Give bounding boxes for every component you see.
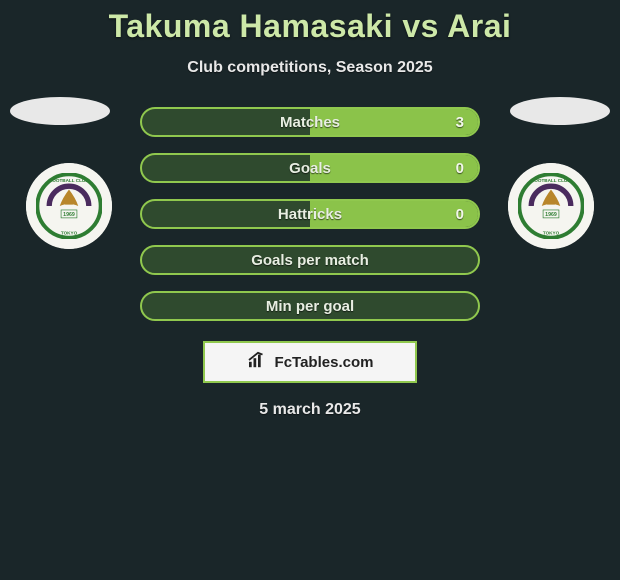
page-title: Takuma Hamasaki vs Arai (0, 0, 620, 45)
svg-text:FOOTBALL CLUB: FOOTBALL CLUB (531, 178, 571, 183)
stat-bar-goals: Goals 0 (140, 153, 480, 183)
stat-bar-min-per-goal: Min per goal (140, 291, 480, 321)
brand-footer[interactable]: FcTables.com (203, 341, 417, 383)
stats-bars: Matches 3 Goals 0 Hattricks 0 Goals per … (140, 107, 480, 321)
stat-label: Hattricks (278, 206, 342, 223)
svg-text:TOKYO: TOKYO (543, 230, 560, 235)
club-crest-icon: FOOTBALL CLUB TOKYO 1969 (518, 173, 584, 239)
stat-value-right: 3 (456, 114, 464, 131)
player-avatar-left (10, 97, 110, 125)
page-date: 5 march 2025 (0, 401, 620, 419)
stat-label: Min per goal (266, 298, 354, 315)
club-badge-left: FOOTBALL CLUB TOKYO 1969 (26, 163, 112, 249)
stat-bar-goals-per-match: Goals per match (140, 245, 480, 275)
stat-value-right: 0 (456, 160, 464, 177)
stat-label: Goals (289, 160, 331, 177)
svg-text:1969: 1969 (63, 212, 75, 218)
page-subtitle: Club competitions, Season 2025 (0, 59, 620, 77)
svg-text:1969: 1969 (545, 212, 557, 218)
comparison-content: FOOTBALL CLUB TOKYO 1969 FOOTBALL CLUB T… (0, 107, 620, 419)
chart-icon (247, 351, 269, 373)
svg-text:TOKYO: TOKYO (61, 230, 78, 235)
stat-value-right: 0 (456, 206, 464, 223)
club-crest-icon: FOOTBALL CLUB TOKYO 1969 (36, 173, 102, 239)
svg-text:FOOTBALL CLUB: FOOTBALL CLUB (49, 178, 89, 183)
brand-label: FcTables.com (275, 354, 374, 371)
stat-bar-matches: Matches 3 (140, 107, 480, 137)
player-avatar-right (510, 97, 610, 125)
stat-label: Goals per match (251, 252, 369, 269)
stat-bar-hattricks: Hattricks 0 (140, 199, 480, 229)
stat-label: Matches (280, 114, 340, 131)
club-badge-right: FOOTBALL CLUB TOKYO 1969 (508, 163, 594, 249)
